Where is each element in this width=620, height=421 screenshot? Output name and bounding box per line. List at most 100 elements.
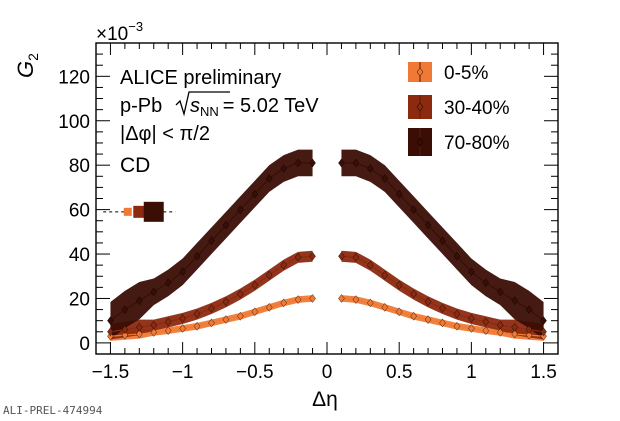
data-point (468, 314, 475, 323)
x-tick-label: 0 (322, 362, 333, 383)
reference-box (123, 207, 132, 216)
data-point (439, 236, 446, 246)
data-point (107, 331, 114, 341)
data-point (424, 297, 432, 307)
data-point (294, 158, 302, 168)
data-point (251, 280, 259, 290)
data-point (309, 158, 316, 168)
data-point (453, 321, 461, 331)
data-point (266, 270, 273, 280)
data-point (381, 303, 388, 312)
data-point (136, 329, 143, 339)
legend-marker (416, 67, 424, 77)
y-tick-label: 20 (69, 289, 90, 310)
data-point (395, 280, 403, 290)
data-point (367, 298, 374, 308)
data-point (150, 287, 157, 297)
data-point (222, 315, 230, 324)
data-point (424, 315, 432, 324)
uncertainty-band-30-40% (110, 250, 313, 340)
data-point (424, 220, 432, 230)
data-point (410, 289, 417, 299)
legend-marker (416, 102, 424, 112)
data-point (338, 294, 345, 303)
data-point (150, 320, 157, 330)
y-axis-label-sub: 2 (25, 53, 41, 61)
data-point (251, 307, 259, 317)
data-point (237, 205, 244, 214)
legend-label-70-80%: 70-80% (444, 133, 510, 154)
y-tick-label: 40 (69, 245, 90, 266)
data-point (208, 304, 215, 313)
data-point (410, 205, 417, 214)
data-point (497, 287, 504, 297)
sqrt-sign (175, 91, 230, 117)
data-point (164, 317, 172, 327)
x-axis-label: Δη (312, 388, 338, 411)
data-point (193, 321, 201, 331)
data-point (540, 331, 547, 341)
data-point (395, 189, 403, 199)
data-point (179, 324, 186, 333)
x-tick-label: 1 (466, 362, 477, 383)
data-point (121, 330, 129, 340)
data-point (367, 164, 374, 173)
legend-label-30-40%: 30-40% (444, 98, 510, 119)
data-point (338, 158, 345, 168)
plot-frame (95, 42, 559, 355)
data-point (395, 307, 403, 317)
y-tick-label: 60 (69, 201, 90, 222)
data-point (497, 320, 504, 330)
data-point (497, 328, 504, 337)
data-point (439, 304, 446, 313)
data-point (193, 251, 201, 261)
preliminary-id-label: ALI-PREL-474994 (3, 404, 103, 417)
data-point (280, 298, 287, 308)
data-point (294, 295, 302, 304)
x-tick-label: 1.5 (530, 362, 556, 383)
data-point (266, 303, 273, 312)
y-tick-label: 100 (58, 112, 90, 133)
data-point (251, 189, 259, 199)
data-point (121, 305, 129, 314)
reference-box (143, 201, 164, 222)
data-point (208, 236, 215, 246)
x-tick-label: 0.5 (386, 362, 412, 383)
uncertainty-band-0-5% (341, 295, 544, 341)
data-point (222, 297, 230, 307)
y-axis-label: G2 (13, 53, 41, 78)
data-point (338, 251, 345, 261)
data-point (193, 309, 201, 319)
y-tick-label: 0 (79, 334, 90, 355)
data-point (107, 316, 114, 326)
data-point (511, 296, 518, 306)
data-point (294, 253, 302, 262)
annotation-alice: ALICE preliminary (120, 67, 281, 89)
legend-label-0-5%: 0-5% (444, 63, 488, 84)
data-point (280, 260, 287, 270)
y-axis-multiplier: ×10−3 (96, 19, 143, 45)
data-point (511, 329, 518, 339)
data-point (107, 327, 114, 337)
legend-marker (416, 137, 424, 147)
data-point (511, 323, 518, 332)
data-point (266, 174, 273, 183)
data-point (352, 295, 360, 304)
data-point (352, 158, 360, 168)
data-point (136, 323, 143, 332)
data-point (381, 174, 388, 183)
data-point (482, 317, 490, 327)
data-point (237, 289, 244, 299)
data-point (164, 278, 172, 288)
data-point (150, 328, 157, 337)
data-point (525, 325, 533, 334)
data-point (453, 309, 461, 319)
data-point (525, 330, 533, 340)
data-point (222, 220, 230, 230)
data-point (208, 318, 215, 328)
y-tick-label: 80 (69, 156, 90, 177)
y-tick-label: 120 (58, 67, 90, 88)
data-point (482, 278, 490, 288)
data-point (179, 267, 186, 277)
